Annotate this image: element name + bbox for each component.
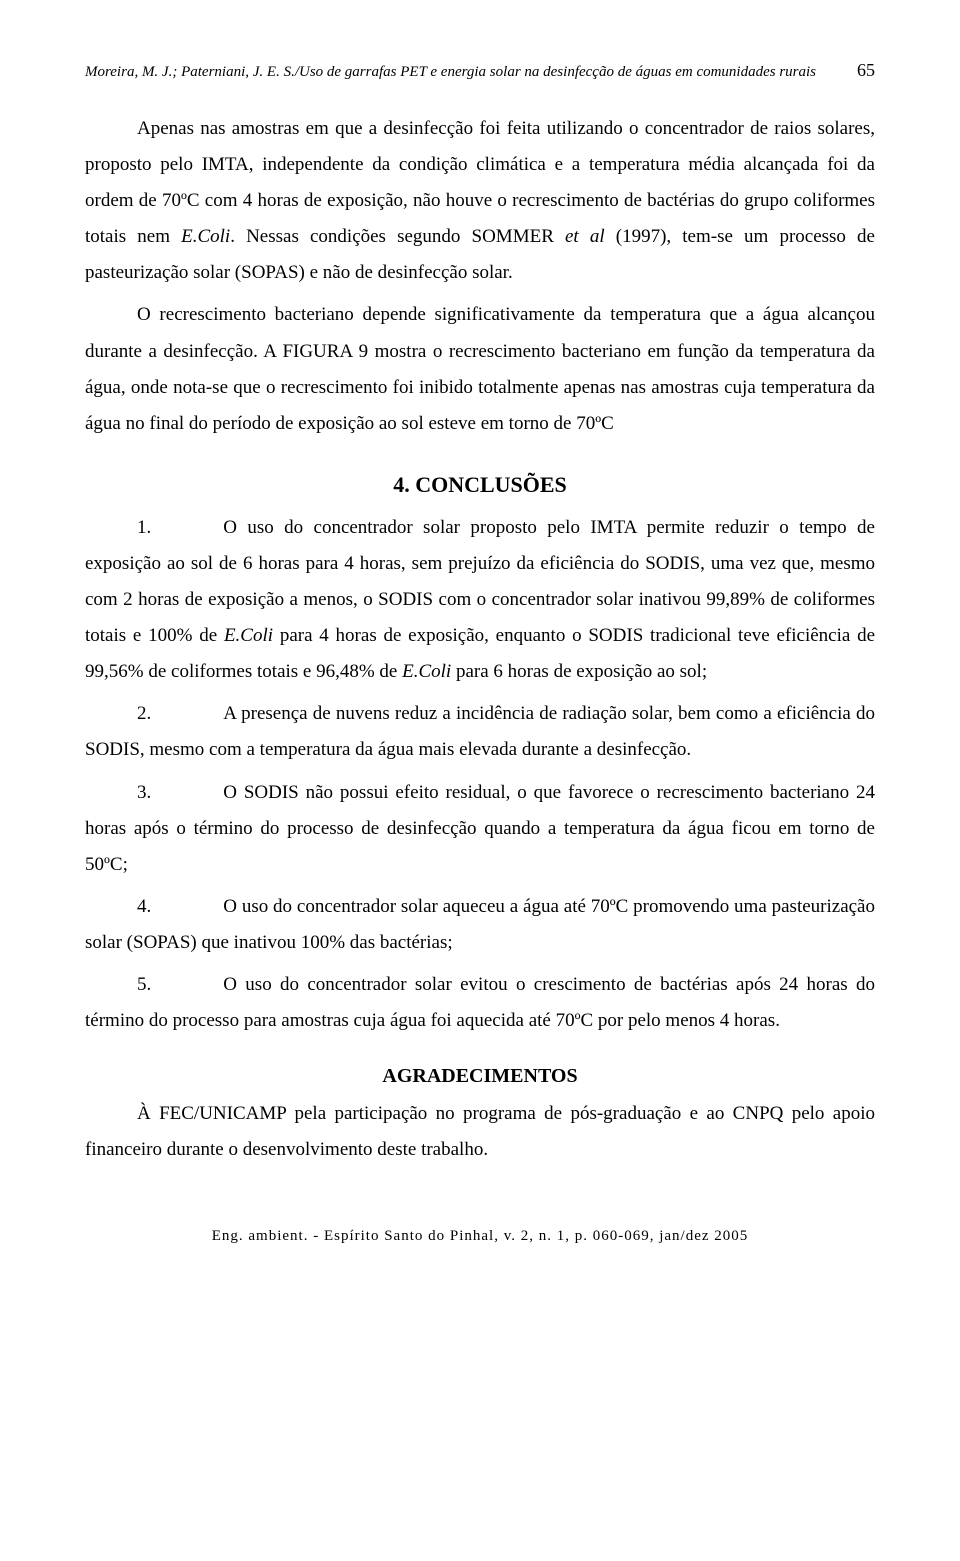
page-number: 65 <box>857 60 875 81</box>
agradecimentos-body: À FEC/UNICAMP pela participação no progr… <box>85 1096 875 1168</box>
page: Moreira, M. J.; Paterniani, J. E. S./Uso… <box>0 0 960 1285</box>
list-item: 4.O uso do concentrador solar aqueceu a … <box>85 889 875 961</box>
p1-ecoli: E.Coli <box>181 226 230 247</box>
list-num: 2. <box>137 696 151 732</box>
running-head-text: Moreira, M. J.; Paterniani, J. E. S./Uso… <box>85 64 816 81</box>
list-item: 1.O uso do concentrador solar proposto p… <box>85 510 875 690</box>
page-footer: Eng. ambient. - Espírito Santo do Pinhal… <box>85 1228 875 1245</box>
list-item: 2.A presença de nuvens reduz a incidênci… <box>85 696 875 768</box>
list-num: 4. <box>137 889 151 925</box>
agradecimentos-text: À FEC/UNICAMP pela participação no progr… <box>85 1096 875 1168</box>
body-text: Apenas nas amostras em que a desinfecção… <box>85 111 875 442</box>
paragraph-2: O recrescimento bacteriano depende signi… <box>85 297 875 441</box>
running-head: Moreira, M. J.; Paterniani, J. E. S./Uso… <box>85 60 875 81</box>
list-text-a: O uso do concentrador solar aqueceu a ág… <box>85 896 875 953</box>
list-num: 1. <box>137 510 151 546</box>
list-item: 3.O SODIS não possui efeito residual, o … <box>85 775 875 883</box>
list-ecoli: E.Coli <box>224 625 273 646</box>
paragraph-1: Apenas nas amostras em que a desinfecção… <box>85 111 875 291</box>
list-text-c: para 6 horas de exposição ao sol; <box>451 661 707 682</box>
conclusoes-list: 1.O uso do concentrador solar proposto p… <box>85 510 875 1039</box>
list-ecoli: E.Coli <box>402 661 451 682</box>
p1-text-b: . Nessas condições segundo SOMMER <box>230 226 565 247</box>
list-text-a: O uso do concentrador solar evitou o cre… <box>85 974 875 1031</box>
p1-etal: et al <box>565 226 605 247</box>
list-num: 3. <box>137 775 151 811</box>
list-text-a: O SODIS não possui efeito residual, o qu… <box>85 782 875 875</box>
section-title-agradecimentos: AGRADECIMENTOS <box>85 1065 875 1088</box>
list-item: 5.O uso do concentrador solar evitou o c… <box>85 967 875 1039</box>
list-text-a: A presença de nuvens reduz a incidência … <box>85 703 875 760</box>
list-num: 5. <box>137 967 151 1003</box>
section-title-conclusoes: 4. CONCLUSÕES <box>85 472 875 498</box>
